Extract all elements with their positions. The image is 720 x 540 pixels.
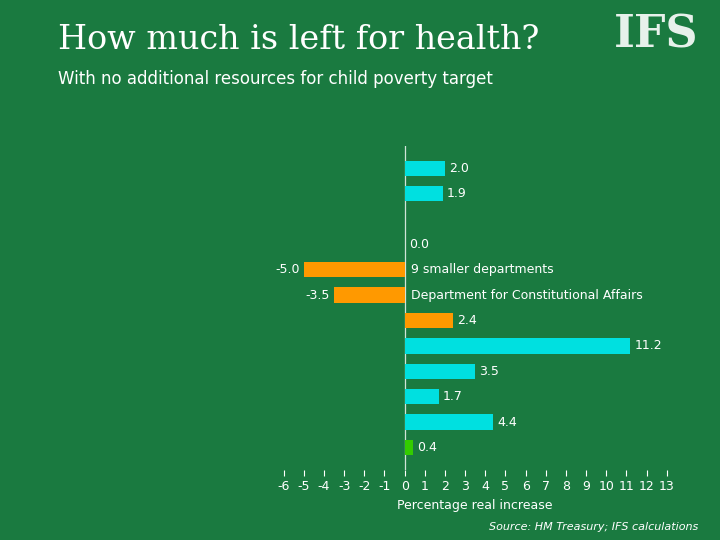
Text: Source: HM Treasury; IFS calculations: Source: HM Treasury; IFS calculations	[489, 522, 698, 532]
Text: 4.4: 4.4	[498, 416, 517, 429]
Text: Department for Constitutional Affairs: Department for Constitutional Affairs	[410, 288, 642, 302]
Text: 9 smaller departments: 9 smaller departments	[410, 263, 553, 276]
Bar	[334, 287, 405, 303]
Text: 1.9: 1.9	[447, 187, 467, 200]
Text: 2.4: 2.4	[457, 314, 477, 327]
Text: -5.0: -5.0	[275, 263, 300, 276]
Text: IFS: IFS	[614, 14, 698, 57]
Bar	[405, 363, 475, 379]
Bar	[405, 160, 445, 176]
Bar	[405, 186, 443, 201]
Text: 1.7: 1.7	[443, 390, 463, 403]
Bar	[405, 338, 631, 354]
Text: -3.5: -3.5	[306, 288, 330, 302]
Bar	[405, 389, 439, 404]
Bar	[405, 440, 413, 455]
Text: 0.4: 0.4	[417, 441, 436, 454]
Text: With no additional resources for child poverty target: With no additional resources for child p…	[58, 70, 492, 88]
Text: 0.0: 0.0	[409, 238, 428, 251]
Bar	[405, 313, 453, 328]
Text: 3.5: 3.5	[480, 365, 499, 378]
Text: 11.2: 11.2	[634, 339, 662, 353]
Bar	[304, 262, 405, 278]
Text: How much is left for health?: How much is left for health?	[58, 24, 539, 56]
Text: 2.0: 2.0	[449, 161, 469, 174]
Bar	[405, 414, 493, 430]
X-axis label: Percentage real increase: Percentage real increase	[397, 499, 553, 512]
